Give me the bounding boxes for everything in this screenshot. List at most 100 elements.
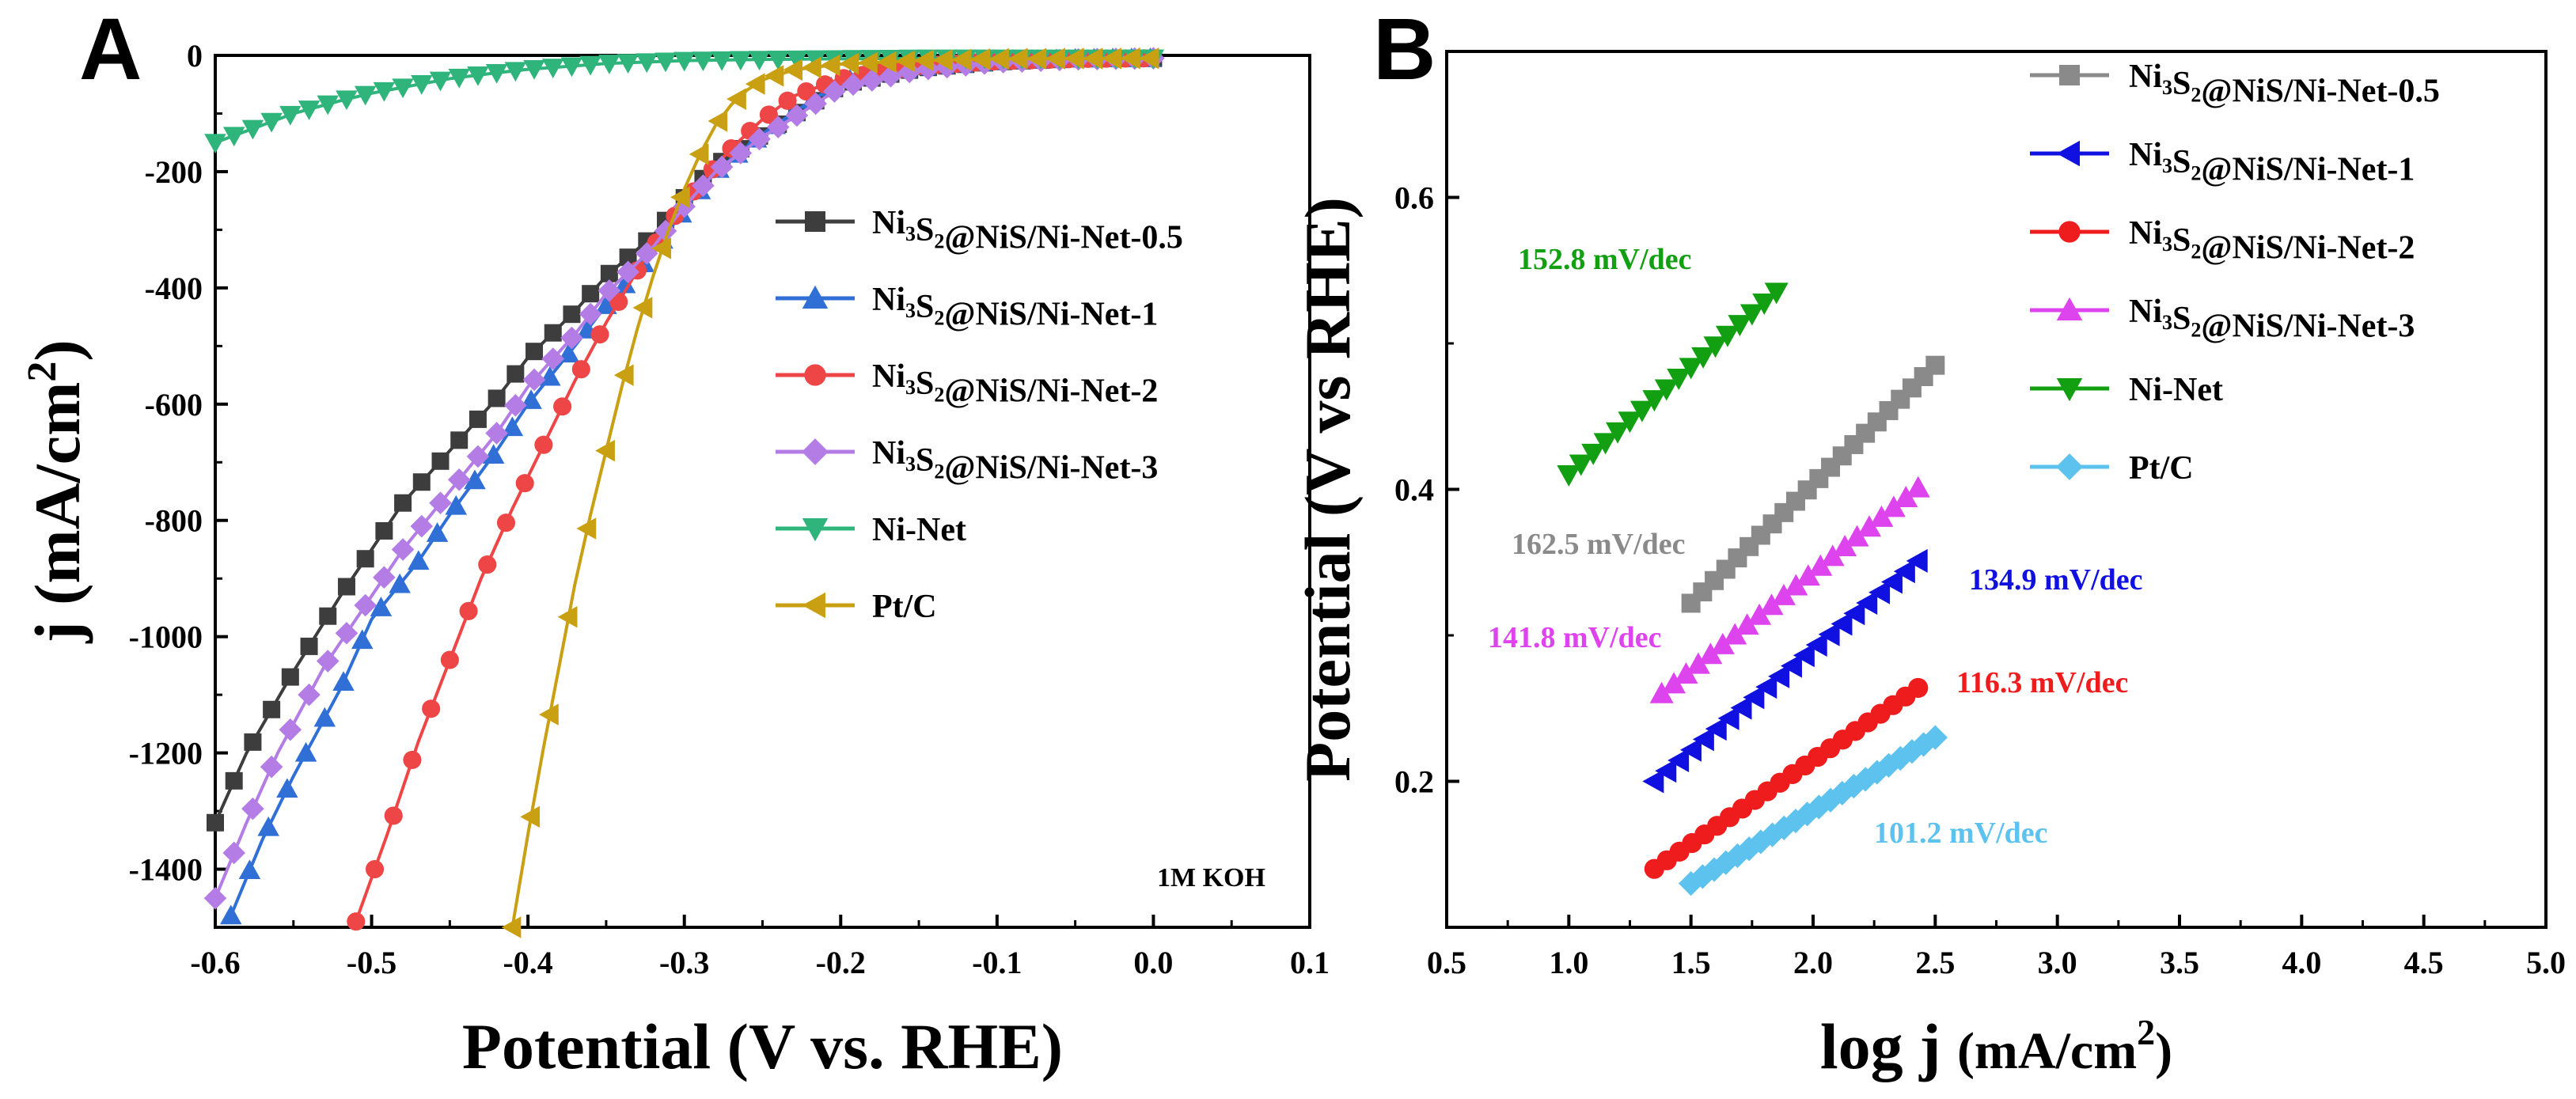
data-point bbox=[1899, 739, 1925, 764]
data-point bbox=[1764, 282, 1789, 305]
panel-b-x-tick-label: 1.0 bbox=[1549, 945, 1588, 980]
data-point bbox=[730, 51, 752, 71]
data-point bbox=[1649, 681, 1674, 703]
data-point bbox=[394, 494, 412, 512]
data-point bbox=[279, 105, 302, 126]
data-point bbox=[613, 273, 636, 294]
data-point bbox=[354, 85, 377, 106]
legend-item-pt-c: Pt/C bbox=[776, 589, 937, 625]
data-point bbox=[1717, 706, 1739, 730]
data-point bbox=[445, 495, 468, 515]
slope-label-ni3s2-nis-ni-net-3: 141.8 mV/dec bbox=[1488, 621, 1662, 654]
panel-a-x-tick-label: 0.1 bbox=[1290, 945, 1330, 980]
data-point bbox=[1679, 737, 1702, 762]
data-point bbox=[1755, 675, 1777, 699]
legend-label: Ni3S2@NiS/Ni-Net-3 bbox=[2129, 294, 2415, 344]
series-ni3s2-nis-ni-net-0-5 bbox=[207, 49, 1163, 832]
series-pt-c bbox=[1679, 725, 1948, 896]
data-point bbox=[426, 522, 449, 542]
series-ni3s2-nis-ni-net-3 bbox=[1649, 476, 1930, 703]
data-point bbox=[337, 578, 355, 596]
data-point bbox=[1064, 47, 1084, 70]
data-point bbox=[332, 671, 355, 691]
data-point bbox=[1691, 347, 1716, 369]
data-point bbox=[710, 155, 734, 179]
data-point bbox=[1881, 495, 1906, 517]
data-point bbox=[785, 104, 809, 127]
legend-label: Ni3S2@NiS/Ni-Net-0.5 bbox=[2129, 59, 2440, 109]
data-point bbox=[727, 88, 746, 110]
panel-a-y-tick-label: -1200 bbox=[129, 736, 203, 771]
data-point bbox=[392, 78, 414, 99]
data-point bbox=[370, 597, 393, 616]
data-point bbox=[440, 650, 459, 669]
data-point bbox=[351, 629, 374, 650]
data-point bbox=[1667, 748, 1690, 772]
panel-a-legend: Ni3S2@NiS/Ni-Net-0.5 Ni3S2@NiS/Ni-Net-1 Ni… bbox=[776, 205, 1183, 625]
data-point bbox=[1662, 672, 1686, 694]
panel-a-y-tick-label: -400 bbox=[145, 271, 203, 306]
data-point bbox=[241, 797, 264, 820]
legend-marker bbox=[2058, 221, 2081, 243]
data-point bbox=[767, 50, 790, 70]
data-point bbox=[1710, 632, 1735, 654]
data-point bbox=[504, 62, 527, 82]
panel-b: B 0.5 1.0 1.5 2.0 2.5 3.0 3.5 4.0 4.5 5.00.20.40.… bbox=[1292, 1, 2566, 1082]
data-point bbox=[1723, 623, 1747, 645]
data-point bbox=[914, 49, 934, 72]
data-point bbox=[989, 47, 1009, 70]
legend-marker bbox=[802, 592, 825, 619]
legend-label: Pt/C bbox=[2129, 450, 2194, 487]
panel-b-x-tick-label: 1.5 bbox=[1671, 945, 1711, 980]
data-point bbox=[582, 285, 600, 303]
panel-a-x-tick-label: -0.1 bbox=[972, 945, 1022, 980]
data-point bbox=[1818, 622, 1840, 646]
data-point bbox=[1121, 47, 1140, 70]
data-point bbox=[557, 605, 578, 628]
data-point bbox=[431, 452, 450, 470]
data-point bbox=[748, 51, 771, 70]
data-point bbox=[485, 64, 508, 84]
data-point bbox=[241, 119, 264, 140]
panel-a-y-tick-label: -200 bbox=[145, 154, 203, 190]
data-point bbox=[579, 302, 602, 326]
data-point bbox=[220, 904, 242, 925]
data-point bbox=[336, 90, 358, 111]
data-point bbox=[408, 550, 430, 570]
legend-marker bbox=[805, 211, 825, 232]
data-point bbox=[1007, 47, 1028, 70]
panel-b-legend: Ni3S2@NiS/Ni-Net-0.5 Ni3S2@NiS/Ni-Net-1 Ni… bbox=[2030, 59, 2440, 487]
data-point bbox=[422, 699, 441, 718]
data-point bbox=[1906, 548, 1928, 573]
data-point bbox=[1857, 515, 1881, 537]
data-point bbox=[1642, 390, 1667, 412]
data-point bbox=[1739, 304, 1764, 326]
data-point bbox=[496, 513, 516, 532]
panel-a-x-tick-label: -0.3 bbox=[659, 945, 709, 980]
data-point bbox=[1674, 662, 1698, 684]
data-point bbox=[222, 127, 245, 147]
data-point bbox=[225, 771, 243, 790]
data-point bbox=[429, 71, 452, 92]
panel-b-x-tick-label: 3.0 bbox=[2038, 945, 2077, 980]
data-point bbox=[515, 474, 534, 493]
legend-marker bbox=[802, 285, 829, 309]
data-point bbox=[1818, 787, 1843, 813]
panel-b-y-tick-label: 0.6 bbox=[1394, 180, 1434, 216]
data-point bbox=[429, 491, 452, 514]
data-point bbox=[1703, 336, 1728, 358]
data-point bbox=[1759, 593, 1784, 616]
data-point bbox=[410, 514, 434, 538]
data-point bbox=[1730, 695, 1752, 720]
legend-label: Ni3S2@NiS/Ni-Net-2 bbox=[2129, 215, 2415, 266]
data-point bbox=[203, 886, 227, 910]
data-point bbox=[313, 707, 336, 727]
legend-label: Pt/C bbox=[872, 589, 937, 625]
slope-label-ni-net: 152.8 mV/dec bbox=[1518, 243, 1692, 276]
data-point bbox=[1139, 47, 1159, 70]
panel-b-x-tick-label: 4.0 bbox=[2282, 945, 2321, 980]
slope-label-ni3s2-nis-ni-net-1: 134.9 mV/dec bbox=[1969, 563, 2143, 597]
legend-marker bbox=[804, 364, 826, 386]
panel-a-x-tick-label: -0.6 bbox=[190, 945, 240, 980]
legend-label: Ni3S2@NiS/Ni-Net-3 bbox=[872, 435, 1158, 486]
